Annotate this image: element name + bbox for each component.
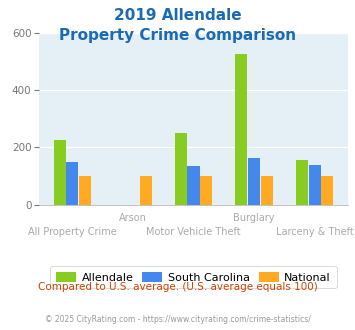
Bar <box>175 133 187 205</box>
Bar <box>200 176 212 205</box>
Text: Property Crime Comparison: Property Crime Comparison <box>59 28 296 43</box>
Text: Larceny & Theft: Larceny & Theft <box>276 227 354 237</box>
Legend: Allendale, South Carolina, National: Allendale, South Carolina, National <box>50 266 337 288</box>
Text: © 2025 CityRating.com - https://www.cityrating.com/crime-statistics/: © 2025 CityRating.com - https://www.city… <box>45 315 310 324</box>
Text: 2019 Allendale: 2019 Allendale <box>114 8 241 23</box>
Text: Burglary: Burglary <box>233 213 275 223</box>
Bar <box>140 176 152 205</box>
Bar <box>66 162 78 205</box>
Bar <box>308 165 321 205</box>
Bar <box>79 176 91 205</box>
Bar <box>235 54 247 205</box>
Bar <box>248 158 260 205</box>
Text: Motor Vehicle Theft: Motor Vehicle Theft <box>146 227 241 237</box>
Text: All Property Crime: All Property Crime <box>28 227 117 237</box>
Bar <box>54 140 66 205</box>
Bar <box>187 166 200 205</box>
Text: Compared to U.S. average. (U.S. average equals 100): Compared to U.S. average. (U.S. average … <box>38 282 317 292</box>
Bar <box>321 176 333 205</box>
Bar <box>296 160 308 205</box>
Text: Arson: Arson <box>119 213 147 223</box>
Bar <box>261 176 273 205</box>
